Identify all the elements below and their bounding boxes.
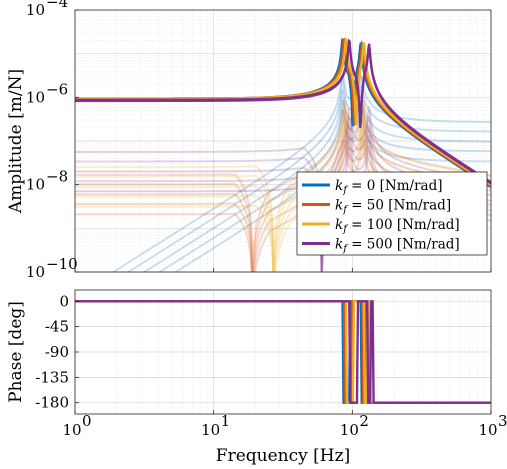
legend-symbol: k	[335, 217, 343, 233]
legend-symbol: k	[335, 178, 343, 194]
legend-value: = 100 [Nm/rad]	[347, 217, 460, 233]
phase-ylabel: Phase [deg]	[6, 301, 26, 403]
y-tick-label: -135	[35, 368, 69, 386]
amplitude-frame	[74, 9, 492, 273]
legend-value: = 0 [Nm/rad]	[347, 178, 443, 194]
legend-subscript: f	[342, 205, 349, 216]
y-tick-label: 10	[26, 88, 45, 106]
legend-label: kf = 500 [Nm/rad]	[335, 237, 460, 255]
amplitude-ylabel: Amplitude [m/N]	[6, 69, 26, 214]
x-tick-exponent: 2	[359, 412, 369, 430]
y-tick-exponent: −6	[46, 80, 68, 98]
phase-curve	[75, 300, 491, 404]
y-tick-label: 10	[26, 1, 45, 19]
y-tick-label: 10	[26, 263, 45, 281]
legend-subscript: f	[342, 224, 349, 235]
legend-subscript: f	[342, 244, 349, 255]
x-tick-exponent: 0	[82, 412, 92, 430]
x-tick-exponent: 3	[498, 412, 507, 430]
y-tick-label: -90	[45, 343, 69, 361]
off-diagonal-curve	[75, 105, 491, 272]
phase-xlabel: Frequency [Hz]	[216, 446, 350, 466]
y-tick-exponent: −4	[46, 0, 68, 11]
legend-label: kf = 0 [Nm/rad]	[335, 178, 443, 196]
off-diagonal-curve	[126, 73, 491, 272]
y-tick-label: 0	[59, 292, 69, 310]
legend-subscript: f	[342, 185, 349, 196]
phase-curves	[75, 300, 491, 404]
legend-value: = 50 [Nm/rad]	[347, 198, 451, 214]
y-tick-label: -45	[45, 318, 69, 336]
y-tick-label: 10	[26, 176, 45, 194]
y-tick-exponent: −8	[46, 168, 68, 186]
x-tick-label: 10	[201, 421, 220, 439]
x-tick-exponent: 1	[221, 412, 231, 430]
off-diagonal-curve	[75, 100, 491, 272]
legend-label: kf = 100 [Nm/rad]	[335, 217, 460, 235]
x-tick-label: 10	[62, 421, 81, 439]
amplitude-grid	[74, 10, 491, 273]
legend-symbol: k	[335, 237, 343, 253]
off-diagonal-curve	[75, 98, 491, 272]
amplitude-curve	[75, 38, 491, 183]
legend-entries: kf = 0 [Nm/rad]kf = 50 [Nm/rad]kf = 100 …	[302, 178, 460, 255]
legend-label: kf = 50 [Nm/rad]	[335, 198, 451, 216]
legend-value: = 500 [Nm/rad]	[347, 237, 460, 253]
x-tick-label: 10	[478, 421, 497, 439]
y-tick-label: -180	[35, 394, 69, 412]
off-diagonal-curve	[173, 105, 491, 272]
phase-curve	[75, 300, 491, 404]
x-tick-label: 10	[340, 421, 359, 439]
y-tick-exponent: −10	[46, 255, 78, 273]
legend-symbol: k	[335, 198, 343, 214]
off-diagonal-curve	[111, 75, 491, 272]
off-diagonal-curve	[157, 95, 491, 272]
legend: kf = 0 [Nm/rad]kf = 50 [Nm/rad]kf = 100 …	[296, 171, 488, 256]
